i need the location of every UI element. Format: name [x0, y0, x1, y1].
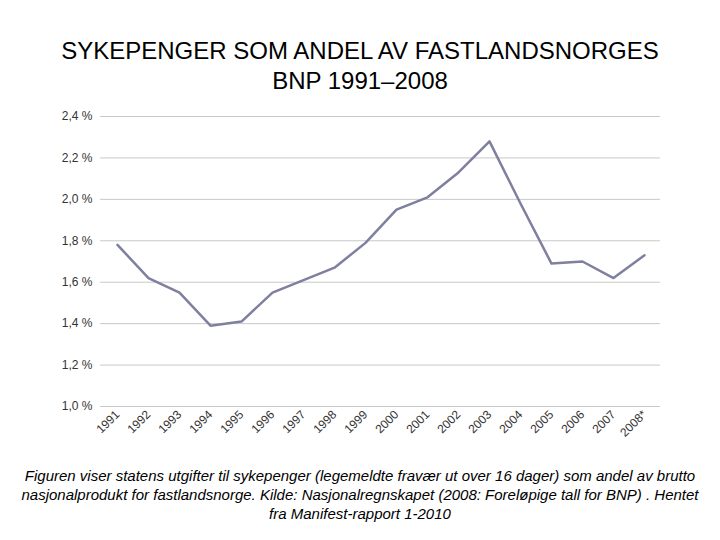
svg-text:2008*: 2008*: [617, 407, 649, 439]
svg-text:1,2 %: 1,2 %: [62, 358, 93, 372]
svg-text:1,4 %: 1,4 %: [62, 316, 93, 330]
svg-text:1991: 1991: [94, 407, 123, 436]
svg-text:2006: 2006: [559, 407, 588, 436]
html-text:SYKEPENGER SOM ANDEL AV FASTLA: SYKEPENGER SOM ANDEL AV FASTLANDSNORGES …: [61, 37, 659, 94]
svg-text:1,8 %: 1,8 %: [62, 234, 93, 248]
svg-text:2002: 2002: [435, 407, 464, 436]
svg-text:2003: 2003: [466, 407, 495, 436]
svg-text:2,2 %: 2,2 %: [62, 151, 93, 165]
svg-text:1997: 1997: [280, 407, 309, 436]
svg-text:2007: 2007: [590, 407, 619, 436]
svg-text:1,6 %: 1,6 %: [62, 275, 93, 289]
html-text:Figuren viser statens utgifter: Figuren viser statens utgifter til sykep…: [21, 467, 699, 522]
svg-text:2005: 2005: [528, 407, 557, 436]
svg-text:1993: 1993: [156, 407, 185, 436]
svg-text:2,4 %: 2,4 %: [62, 109, 93, 123]
svg-text:1996: 1996: [249, 407, 278, 436]
svg-text:1992: 1992: [125, 407, 154, 436]
svg-text:1998: 1998: [311, 407, 340, 436]
svg-text:2004: 2004: [497, 407, 526, 436]
svg-text:1995: 1995: [218, 407, 247, 436]
svg-text:2001: 2001: [404, 407, 433, 436]
svg-text:2,0 %: 2,0 %: [62, 192, 93, 206]
svg-text:1994: 1994: [187, 407, 216, 436]
svg-text:1,0 %: 1,0 %: [62, 399, 93, 413]
svg-text:1999: 1999: [342, 407, 371, 436]
svg-text:2000: 2000: [373, 407, 402, 436]
